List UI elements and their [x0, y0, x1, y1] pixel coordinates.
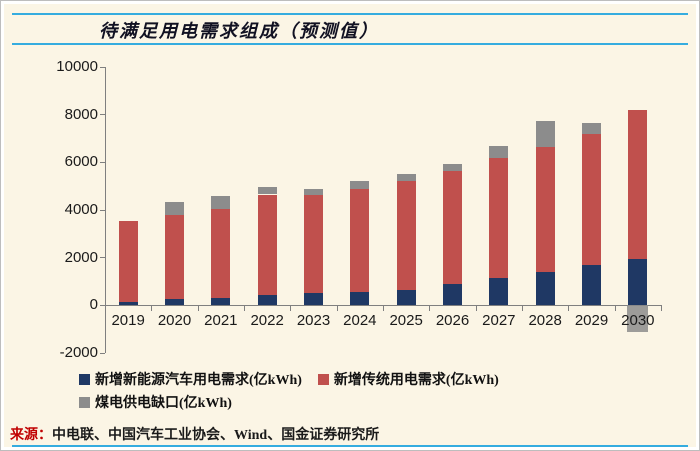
- y-axis-tick: [100, 161, 105, 163]
- x-axis-label-2030: 2030: [621, 312, 655, 330]
- bar-coal-power-gap-2022: [257, 187, 277, 195]
- y-axis-tick: [100, 209, 105, 211]
- legend-item-traditional-demand: 新增传统用电需求(亿kWh): [317, 369, 499, 389]
- x-axis-tick: [197, 305, 199, 312]
- bottom-rule: [12, 445, 688, 447]
- bar-ev-demand-2022: [257, 294, 277, 306]
- bar-ev-demand-2026: [443, 283, 462, 306]
- y-axis-label: 6000: [64, 153, 98, 171]
- bar-traditional-demand-2020: [165, 214, 184, 300]
- x-axis-label-2024: 2024: [343, 312, 377, 330]
- x-axis-tick: [244, 305, 245, 312]
- bar-traditional-demand-2026: [443, 170, 462, 284]
- bar-ev-demand-2027: [489, 277, 509, 306]
- y-axis-label: 0: [89, 296, 98, 314]
- bar-ev-demand-2029: [582, 264, 601, 306]
- title-rule: [12, 43, 688, 45]
- chart-title: 待满足用电需求组成（预测值）: [99, 21, 379, 41]
- bar-coal-power-gap-2028: [535, 120, 555, 147]
- legend-label: 新增传统用电需求(亿kWh): [333, 373, 499, 388]
- legend: 新增新能源汽车用电需求(亿kWh) 新增传统用电需求(亿kWh) 煤电供电缺口(亿k…: [79, 369, 644, 412]
- legend-item-ev-demand: 新增新能源汽车用电需求(亿kWh): [79, 369, 302, 389]
- source-note: 来源：中电联、中国汽车工业协会、Wind、国金证券研究所: [10, 424, 379, 444]
- y-axis-tick: [100, 257, 105, 259]
- source-text: 中电联、中国汽车工业协会、Wind、国金证券研究所: [52, 428, 380, 443]
- x-axis-label-2027: 2027: [482, 312, 516, 330]
- x-axis-tick: [475, 305, 477, 312]
- legend-label: 煤电供电缺口(亿kWh): [95, 396, 232, 411]
- bar-coal-power-gap-2026: [443, 163, 462, 171]
- x-axis-label-2026: 2026: [435, 312, 470, 330]
- y-axis-tick: [100, 352, 105, 354]
- bar-coal-power-gap-2021: [211, 195, 231, 209]
- x-axis-label-2025: 2025: [389, 312, 423, 330]
- bar-coal-power-gap-2020: [165, 201, 184, 215]
- bar-coal-power-gap-2025: [396, 174, 416, 182]
- x-axis-tick: [151, 305, 153, 312]
- y-axis-label: 4000: [64, 201, 98, 218]
- legend-marker-ev-demand: [79, 373, 90, 385]
- bar-coal-power-gap-2029: [582, 123, 601, 134]
- legend-item-coal-power-gap: 煤电供电缺口(亿kWh): [79, 392, 232, 412]
- y-axis-label: 2000: [64, 248, 98, 266]
- x-axis-tick: [661, 305, 662, 312]
- x-axis-tick: [105, 305, 106, 312]
- x-axis-tick: [383, 305, 384, 312]
- bar-ev-demand-2019: [118, 301, 138, 306]
- source-label: 来源：: [10, 428, 52, 443]
- bar-traditional-demand-2025: [396, 181, 416, 290]
- x-axis-label-2019: 2019: [111, 312, 145, 330]
- x-axis-tick: [336, 305, 338, 312]
- bar-coal-power-gap-2023: [304, 188, 323, 195]
- x-axis-label-2022: 2022: [250, 312, 284, 330]
- top-rule: [12, 13, 688, 15]
- bar-ev-demand-2020: [165, 299, 184, 306]
- bar-traditional-demand-2022: [257, 194, 277, 295]
- x-axis-label-2020: 2020: [157, 312, 192, 330]
- bar-traditional-demand-2024: [350, 188, 370, 293]
- bar-ev-demand-2021: [211, 298, 231, 306]
- y-axis-label: 8000: [64, 105, 98, 123]
- bar-traditional-demand-2021: [211, 208, 231, 299]
- bar-ev-demand-2028: [535, 271, 555, 306]
- bar-traditional-demand-2023: [304, 194, 323, 294]
- bar-ev-demand-2023: [304, 293, 323, 306]
- x-axis-label-2029: 2029: [574, 312, 609, 330]
- bar-ev-demand-2024: [350, 292, 370, 306]
- x-axis-label-2028: 2028: [528, 312, 562, 330]
- y-axis-line: [105, 67, 106, 353]
- x-axis-label-2021: 2021: [204, 312, 238, 330]
- legend-marker-traditional-demand: [317, 373, 329, 385]
- x-axis-tick: [614, 305, 616, 312]
- bar-traditional-demand-2028: [535, 146, 555, 272]
- bar-traditional-demand-2029: [582, 133, 601, 265]
- legend-marker-coal-power-gap: [79, 396, 90, 408]
- x-axis-tick: [522, 305, 523, 312]
- x-axis-label-2023: 2023: [296, 312, 331, 330]
- bar-traditional-demand-2019: [118, 220, 138, 302]
- y-axis-tick: [100, 304, 105, 306]
- y-axis-tick: [100, 66, 105, 68]
- legend-label: 新增新能源汽车用电需求(亿kWh): [95, 373, 302, 388]
- bar-coal-power-gap-2030: [627, 305, 649, 332]
- x-axis-tick: [290, 305, 292, 312]
- bar-traditional-demand-2027: [489, 157, 509, 278]
- bar-coal-power-gap-2024: [350, 181, 370, 189]
- bar-coal-power-gap-2027: [489, 145, 509, 158]
- y-axis-label: 10000: [56, 58, 98, 75]
- x-axis-tick: [568, 305, 570, 312]
- bar-traditional-demand-2030: [628, 109, 648, 259]
- y-axis-tick: [100, 114, 105, 116]
- bar-ev-demand-2025: [396, 289, 416, 306]
- x-axis-tick: [429, 305, 431, 312]
- bar-ev-demand-2030: [628, 258, 648, 306]
- y-axis-label: -2000: [59, 344, 98, 361]
